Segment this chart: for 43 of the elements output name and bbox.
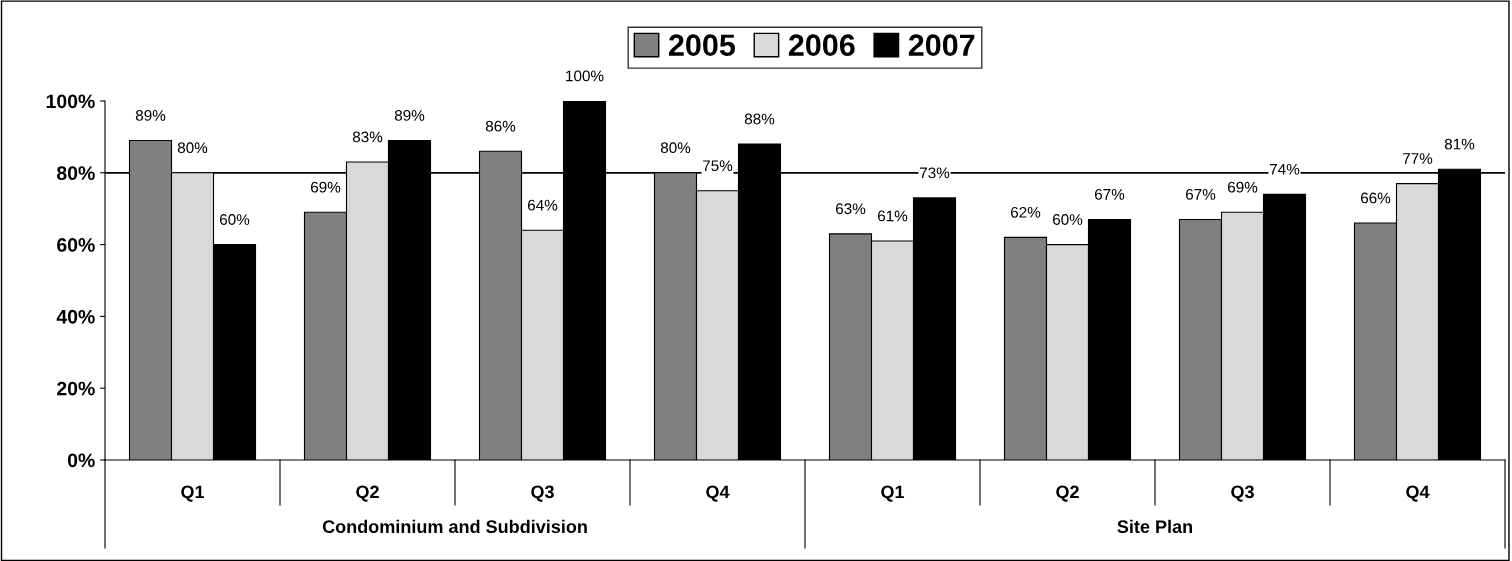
data-label: 61% [877,210,908,222]
legend-label: 2006 [788,34,855,56]
data-label: 83% [352,131,383,143]
data-label: 74% [1269,163,1300,175]
legend-label: 2007 [908,34,975,56]
y-tick-label: 40% [56,309,95,324]
data-label: 69% [1227,181,1258,193]
y-tick-label: 20% [57,381,95,396]
y-tick-label: 0% [67,453,95,468]
x-tick-label: Q4 [1406,485,1430,502]
data-label: 80% [660,142,691,154]
y-tick-label: 80% [56,166,95,181]
x-tick-label: Q2 [356,485,379,502]
data-label: 66% [1360,192,1391,204]
data-label: 89% [394,109,425,121]
x-tick-label: Q3 [1231,485,1254,502]
y-tick-label: 100% [46,94,95,109]
x-tick-label: Q4 [706,485,730,502]
data-label: 64% [527,199,558,211]
x-tick-label: Q1 [181,485,205,502]
data-label: 69% [310,181,341,193]
data-label: 60% [219,214,250,225]
x-tick-label: Q3 [531,485,554,502]
x-tick-label: Q2 [1056,485,1079,502]
text: Site Plan [1117,519,1193,534]
y-tick-label: 60% [57,238,95,252]
data-label: 73% [919,167,950,179]
legend-label: 2005 [668,34,736,56]
data-label: 100% [566,70,604,82]
data-label: 67% [1094,188,1125,200]
data-label: 75% [702,160,733,172]
x-tick-label: Q1 [881,485,905,502]
data-label: 60% [1052,214,1083,225]
data-label: 67% [1185,188,1216,200]
data-label: 89% [135,109,166,121]
data-label: 80% [177,142,208,154]
data-label: 63% [835,203,866,215]
data-label: 86% [485,120,516,132]
data-label: 62% [1010,206,1041,218]
data-label: 81% [1444,138,1475,150]
data-label: 88% [744,113,775,125]
data-label: 77% [1402,153,1433,164]
text: Condominium and Subdivision [322,519,587,534]
